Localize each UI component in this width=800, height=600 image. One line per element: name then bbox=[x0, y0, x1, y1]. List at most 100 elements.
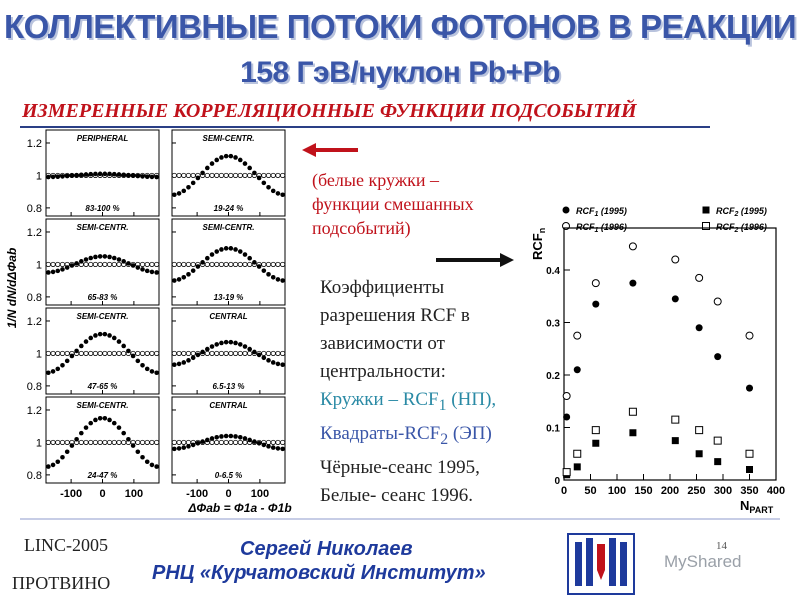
open-point bbox=[64, 439, 70, 446]
subtitle-divider bbox=[20, 126, 710, 128]
open-point bbox=[83, 439, 89, 446]
filled-point bbox=[69, 353, 75, 359]
filled-point bbox=[200, 349, 205, 355]
filled-point bbox=[261, 180, 267, 186]
filled-point bbox=[130, 173, 136, 178]
filled-point bbox=[79, 172, 84, 178]
filled-point bbox=[50, 174, 56, 180]
x-tick-label: 50 bbox=[584, 485, 596, 497]
open-point bbox=[237, 261, 243, 268]
open-point bbox=[223, 172, 229, 179]
grid-x-axis-label: ΔΦab = Φ1a - Φ1b bbox=[187, 501, 291, 515]
open-point bbox=[116, 439, 122, 446]
rcf-plot-area: 0 50 100 150 200 250 300 350 400 0 0.1 0.2 0.3 0.4 bbox=[546, 227, 785, 497]
open-point bbox=[135, 350, 141, 357]
filled-point bbox=[88, 420, 94, 426]
filled-point bbox=[93, 171, 98, 177]
filled-point bbox=[214, 249, 220, 254]
open-point bbox=[181, 350, 187, 357]
rcf-data-point bbox=[745, 449, 754, 458]
filled-point bbox=[242, 344, 248, 349]
filled-point bbox=[266, 272, 271, 277]
y-tick-label: 0 bbox=[554, 476, 560, 487]
filled-point bbox=[64, 358, 70, 364]
filled-point bbox=[266, 358, 271, 363]
filled-point bbox=[242, 252, 248, 257]
filled-point bbox=[149, 369, 155, 374]
filled-point bbox=[176, 191, 182, 196]
filled-point bbox=[223, 246, 229, 251]
filled-point bbox=[140, 267, 145, 272]
rcf-data-point bbox=[695, 273, 704, 282]
filled-point bbox=[266, 184, 271, 190]
open-point bbox=[111, 350, 117, 357]
filled-point bbox=[140, 362, 145, 368]
filled-point bbox=[135, 449, 141, 455]
correlation-grid-chart: PERIPHERAL 83-100 % 0.8 1 1.2 SEMI-CENTR. 19-2… bbox=[5, 129, 292, 515]
open-point bbox=[55, 350, 61, 357]
filled-point bbox=[144, 268, 150, 274]
open-point bbox=[55, 439, 61, 446]
filled-point bbox=[126, 348, 131, 354]
filled-point bbox=[176, 277, 182, 282]
open-point bbox=[111, 261, 117, 268]
open-point bbox=[149, 439, 155, 446]
filled-point bbox=[209, 161, 215, 166]
open-point bbox=[171, 172, 177, 179]
open-point bbox=[214, 261, 220, 268]
filled-point bbox=[50, 369, 56, 374]
open-point bbox=[116, 350, 122, 357]
panel-range: 83-100 % bbox=[85, 204, 119, 213]
filled-point bbox=[60, 174, 65, 179]
rcf-x-axis-label: NPART bbox=[740, 498, 774, 515]
filled-point bbox=[135, 173, 141, 179]
filled-point bbox=[55, 268, 61, 274]
open-point bbox=[265, 439, 272, 446]
filled-point bbox=[97, 416, 103, 421]
x-tick-label: 100 bbox=[608, 485, 626, 497]
open-point bbox=[280, 261, 286, 268]
open-point bbox=[270, 172, 276, 179]
filled-point bbox=[190, 442, 196, 448]
slide-subtitle: ИЗМЕРЕННЫЕ КОРРЕЛЯЦИОННЫЕ ФУНКЦИИ ПОДСОБ… bbox=[22, 100, 637, 122]
filled-point bbox=[97, 331, 103, 337]
filled-point bbox=[116, 257, 122, 262]
legend-label: RCF2 (1996) bbox=[716, 222, 767, 234]
filled-point bbox=[176, 361, 182, 367]
open-point bbox=[92, 439, 99, 446]
open-point bbox=[121, 439, 127, 446]
open-point bbox=[242, 439, 248, 446]
open-point bbox=[92, 261, 99, 268]
panel-label: CENTRAL bbox=[209, 312, 247, 321]
open-point bbox=[247, 172, 253, 179]
open-point bbox=[242, 350, 248, 357]
filled-point bbox=[97, 171, 103, 177]
page-number: 14 bbox=[716, 540, 727, 552]
filled-point bbox=[200, 260, 205, 265]
x-tick-label: -100 bbox=[186, 488, 208, 500]
open-point bbox=[154, 350, 160, 357]
filled-point bbox=[190, 355, 196, 361]
open-point bbox=[55, 261, 61, 268]
filled-point bbox=[214, 434, 220, 440]
filled-point bbox=[130, 443, 136, 448]
open-point bbox=[232, 172, 239, 179]
filled-point bbox=[275, 361, 281, 367]
open-point bbox=[181, 261, 187, 268]
open-point bbox=[88, 261, 94, 268]
footer-divider bbox=[20, 518, 780, 520]
filled-point bbox=[256, 440, 262, 446]
slide-title-line1: КОЛЛЕКТИВНЫЕ ПОТОКИ ФОТОНОВ В РЕАКЦИИ bbox=[3, 8, 797, 45]
open-point bbox=[59, 350, 66, 357]
filled-point bbox=[135, 358, 141, 364]
open-point bbox=[261, 350, 267, 357]
filled-point bbox=[111, 171, 117, 177]
filled-point bbox=[219, 247, 224, 252]
open-point bbox=[102, 261, 108, 268]
rcf-data-point bbox=[695, 324, 703, 332]
filled-point bbox=[60, 362, 65, 368]
kurchatov-logo bbox=[567, 533, 635, 595]
filled-point bbox=[107, 254, 112, 260]
open-point bbox=[280, 439, 286, 446]
filled-point bbox=[270, 188, 276, 194]
